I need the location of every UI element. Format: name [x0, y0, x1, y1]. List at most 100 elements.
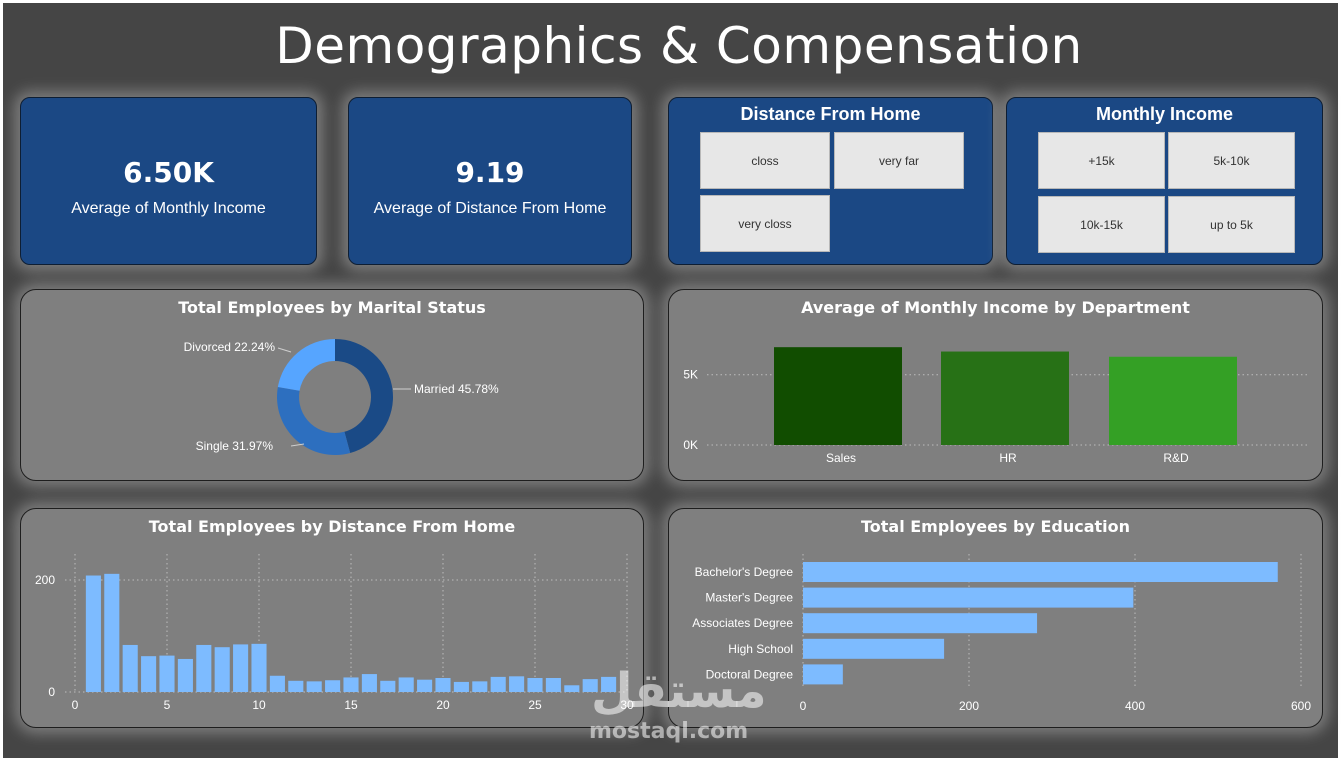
y-tick-label: Associates Degree [692, 616, 793, 630]
x-tick-label: Sales [826, 451, 856, 465]
bar-distance-20 [435, 678, 451, 692]
slicer-option-15k-plus[interactable]: +15k [1038, 132, 1165, 189]
bar-distance-15 [343, 677, 359, 692]
donut-slice-divorced [277, 339, 335, 391]
bar-distance-24 [509, 676, 525, 692]
y-tick-label: Bachelor's Degree [695, 565, 794, 579]
bar-distance-1 [85, 575, 101, 692]
kpi-value: 9.19 [455, 156, 525, 189]
x-tick-label: 600 [1291, 699, 1311, 713]
bar-education-1 [803, 587, 1134, 608]
bar-education-4 [803, 664, 843, 685]
y-tick-label: Doctoral Degree [706, 667, 794, 681]
education-bar-chart: 0 200 400 600 Bachelor's Degree Master's Degr… [692, 554, 1311, 713]
bar-distance-29 [601, 676, 617, 692]
donut-label-married: Married 45.78% [414, 382, 499, 396]
y-tick-label: 5K [683, 368, 698, 382]
bar-education-3 [803, 638, 945, 659]
bar-distance-16 [361, 674, 377, 692]
slicer-title: Monthly Income [1095, 104, 1233, 124]
x-tick-label: 25 [528, 698, 542, 712]
bar-distance-3 [122, 644, 138, 692]
x-tick-label: 15 [344, 698, 358, 712]
bar-distance-12 [288, 680, 304, 692]
bar-sales [774, 347, 902, 445]
kpi-card-monthly-income: 6.50K Average of Monthly Income [20, 97, 317, 265]
slicer-option-10k-15k[interactable]: 10k-15k [1038, 196, 1165, 253]
bar-distance-21 [453, 681, 469, 692]
bar-distance-4 [141, 656, 157, 692]
dashboard-canvas: Demographics & Compensation 6.50K Averag… [3, 3, 1338, 758]
bar-distance-7 [196, 644, 212, 692]
donut-chart: Married 45.78% Single 31.97% Divorced 22.2… [184, 339, 499, 455]
x-tick-label: 10 [252, 698, 266, 712]
bar-distance-6 [177, 658, 193, 692]
x-tick-label: 400 [1125, 699, 1145, 713]
y-tick-label: 0K [683, 438, 698, 452]
bar-distance-5 [159, 655, 175, 692]
x-tick-label: 200 [959, 699, 979, 713]
watermark-arabic: مستقل [591, 663, 767, 719]
bar-distance-14 [325, 680, 341, 692]
bar-distance-18 [398, 677, 414, 692]
donut-label-single: Single 31.97% [196, 439, 274, 453]
bar-distance-28 [582, 679, 598, 692]
donut-leader-line [277, 347, 292, 353]
panel-education: Total Employees by Education 0 200 400 600 B… [668, 508, 1323, 728]
x-tick-label: R&D [1163, 451, 1189, 465]
department-bar-chart: 0K 5K Sales HR R&D [683, 347, 1309, 465]
bar-distance-9 [233, 644, 249, 692]
y-tick-label: Master's Degree [705, 591, 793, 605]
slicer-option-closs[interactable]: closs [700, 132, 830, 189]
distance-bar-chart: 0 5 10 15 20 25 30 0 200 [35, 554, 634, 712]
bar-distance-17 [380, 680, 396, 692]
bar-distance-2 [104, 573, 120, 692]
bar-distance-13 [306, 681, 322, 692]
bar-rd [1109, 356, 1237, 445]
x-tick-label: 20 [436, 698, 450, 712]
bar-hr [941, 351, 1069, 445]
slicer-option-very-closs[interactable]: very closs [700, 195, 830, 252]
x-tick-label: 0 [800, 699, 807, 713]
chart-title: Total Employees by Marital Status [178, 298, 486, 317]
watermark-latin: mostaql.com [589, 719, 749, 744]
bar-distance-10 [251, 643, 267, 692]
slicer-title: Distance From Home [740, 104, 921, 124]
bar-education-0 [803, 562, 1278, 582]
bar-distance-27 [564, 685, 580, 692]
panel-income-by-department: Average of Monthly Income by Department … [668, 289, 1323, 481]
bar-distance-26 [545, 678, 561, 692]
slicer-option-5k-10k[interactable]: 5k-10k [1168, 132, 1295, 189]
page-title: Demographics & Compensation [275, 17, 1083, 75]
slicer-distance-from-home: Distance From Home closs very far very c… [668, 97, 993, 265]
x-tick-label: 0 [72, 698, 79, 712]
chart-title: Total Employees by Education [860, 517, 1131, 536]
chart-title: Average of Monthly Income by Department [801, 298, 1190, 317]
bar-distance-11 [269, 675, 285, 692]
panel-marital-status: Total Employees by Marital Status Marrie… [20, 289, 644, 481]
x-tick-label: 30 [620, 698, 634, 712]
donut-slice-single [277, 387, 351, 455]
panel-distance-from-home: Total Employees by Distance From Home 0 5… [20, 508, 644, 728]
chart-title: Total Employees by Distance From Home [148, 517, 516, 536]
bar-distance-25 [527, 678, 543, 692]
kpi-value: 6.50K [123, 156, 214, 189]
slicer-option-very-far[interactable]: very far [834, 132, 964, 189]
bar-distance-8 [214, 647, 230, 692]
y-tick-label: 200 [35, 573, 55, 587]
kpi-label: Average of Distance From Home [373, 200, 607, 217]
donut-leader-line [290, 443, 305, 447]
kpi-card-distance: 9.19 Average of Distance From Home [348, 97, 632, 265]
slicer-monthly-income: Monthly Income +15k 5k-10k 10k-15k up to… [1006, 97, 1323, 265]
bar-distance-23 [490, 676, 506, 692]
bar-education-2 [803, 613, 1038, 634]
bar-distance-19 [417, 679, 433, 692]
y-tick-label: High School [728, 642, 793, 656]
donut-slice-married [335, 339, 393, 453]
bar-distance-22 [472, 681, 488, 692]
y-tick-label: 0 [48, 685, 55, 699]
kpi-label: Average of Monthly Income [71, 200, 266, 217]
donut-label-divorced: Divorced 22.24% [184, 340, 276, 354]
slicer-option-up-to-5k[interactable]: up to 5k [1168, 196, 1295, 253]
x-tick-label: HR [999, 451, 1017, 465]
